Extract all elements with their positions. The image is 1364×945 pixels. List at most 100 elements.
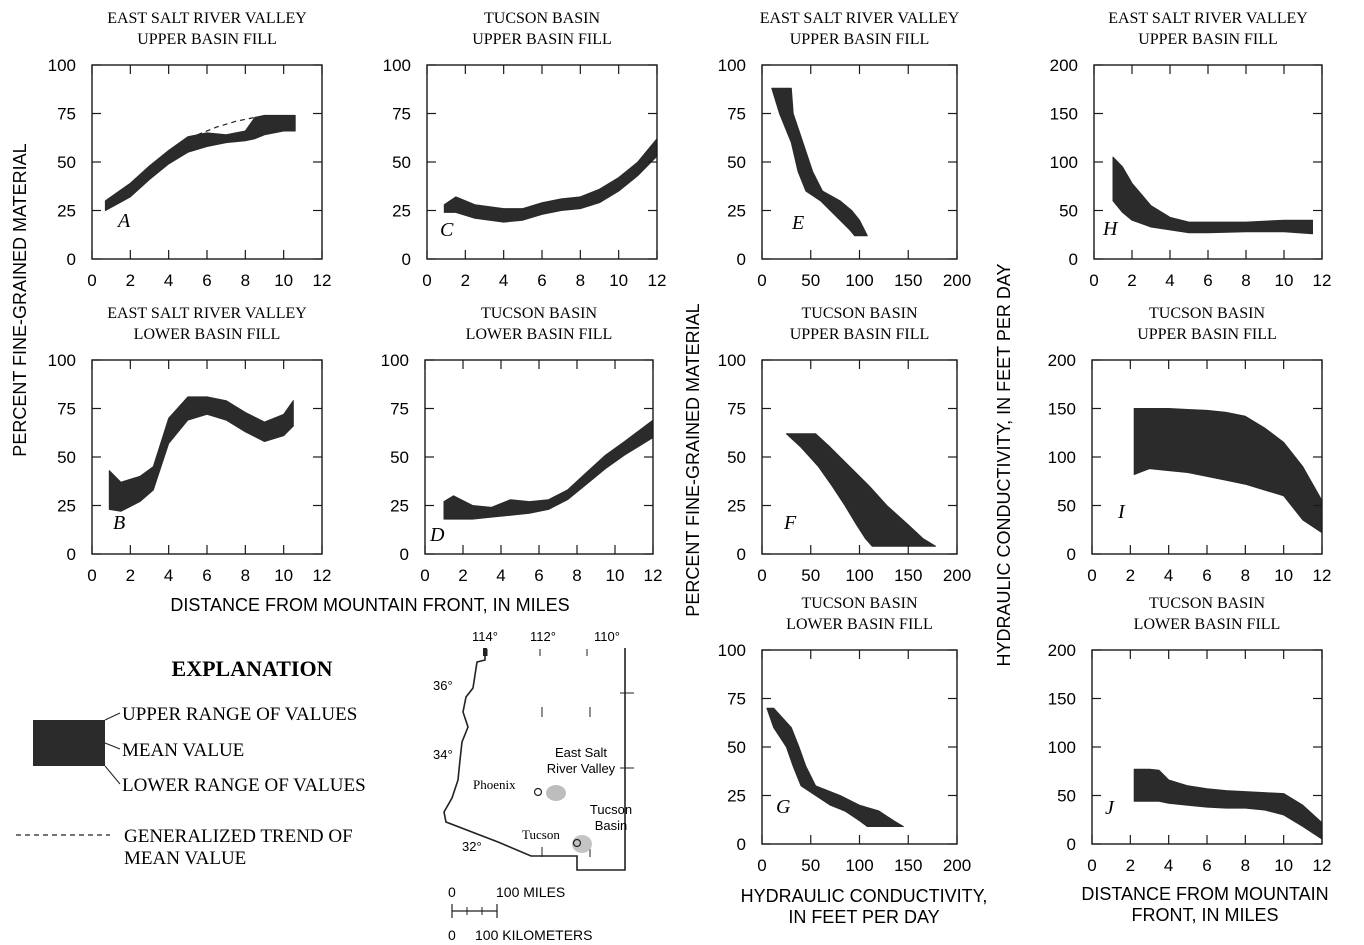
explanation-heading: EXPLANATION (172, 656, 333, 681)
y-tick-label: 0 (400, 545, 409, 564)
range-band (766, 707, 904, 827)
x-tick-label: 2 (458, 566, 467, 585)
panel-title: UPPER BASIN FILL (790, 326, 930, 343)
panel-title: TUCSON BASIN (1149, 595, 1265, 612)
x-tick-label: 6 (537, 271, 546, 290)
panel-letter: J (1105, 797, 1115, 819)
x-tick-label: 0 (1087, 566, 1096, 585)
panel-title: UPPER BASIN FILL (790, 31, 930, 48)
panel-title: LOWER BASIN FILL (466, 326, 613, 343)
x-tick-label: 4 (164, 566, 173, 585)
x-axis-label-distance-right-1: DISTANCE FROM MOUNTAIN (1081, 884, 1328, 904)
x-tick-label: 4 (1164, 566, 1173, 585)
y-tick-label: 100 (1050, 153, 1078, 172)
y-tick-label: 25 (57, 202, 76, 221)
x-tick-label: 6 (202, 271, 211, 290)
panel-title: TUCSON BASIN (1149, 305, 1265, 322)
x-tick-label: 2 (126, 271, 135, 290)
panel-title: UPPER BASIN FILL (137, 31, 277, 48)
x-tick-label: 100 (845, 566, 873, 585)
x-tick-label: 0 (757, 856, 766, 875)
y-tick-label: 50 (727, 448, 746, 467)
y-tick-label: 100 (48, 351, 76, 370)
y-axis-label-right: HYDRAULIC CONDUCTIVITY, IN FEET PER DAY (994, 263, 1014, 666)
x-tick-label: 0 (422, 271, 431, 290)
panel-g: TUCSON BASIN LOWER BASIN FILL 0 50 100 150 200… (718, 595, 972, 875)
panel-title: UPPER BASIN FILL (472, 31, 612, 48)
panel-title: LOWER BASIN FILL (786, 616, 933, 633)
panel-c: TUCSON BASIN UPPER BASIN FILL 0 2 4 6 8 10 12 0 25… (383, 10, 667, 290)
x-tick-label: 2 (1126, 566, 1135, 585)
y-tick-label: 0 (402, 250, 411, 269)
y-tick-label: 0 (67, 545, 76, 564)
y-tick-label: 0 (737, 835, 746, 854)
x-tick-label: 150 (894, 566, 922, 585)
panel-title: EAST SALT RIVER VALLEY (107, 10, 307, 27)
chart-panels: EAST SALT RIVER VALLEY UPPER BASIN FILL 0 2… (48, 10, 1332, 875)
panel-letter: A (116, 210, 131, 232)
y-tick-label: 200 (1050, 56, 1078, 75)
y-tick-label: 50 (1059, 202, 1078, 221)
range-band (1133, 408, 1323, 534)
panel-letter: D (429, 524, 445, 546)
panel-letter: B (113, 512, 125, 534)
legend-trend-label-2: MEAN VALUE (124, 848, 246, 869)
panel-b: EAST SALT RIVER VALLEY LOWER BASIN FILL 0 2… (48, 305, 332, 585)
panel-title: TUCSON BASIN (481, 305, 597, 322)
y-tick-label: 200 (1048, 351, 1076, 370)
panel-title: TUCSON BASIN (801, 595, 917, 612)
x-tick-label: 10 (1274, 856, 1293, 875)
y-tick-label: 25 (727, 202, 746, 221)
y-tick-label: 50 (390, 448, 409, 467)
locator-map: 114° 112° 110° 36° 34° 32° Phoenix Tucso… (433, 629, 634, 943)
x-tick-label: 10 (274, 566, 293, 585)
y-tick-label: 150 (1048, 400, 1076, 419)
plot-frame (91, 359, 323, 555)
x-tick-label: 10 (609, 271, 628, 290)
y-tick-label: 50 (392, 153, 411, 172)
x-tick-label: 0 (757, 566, 766, 585)
y-tick-label: 75 (57, 105, 76, 124)
map-lat-36: 36° (433, 678, 453, 693)
x-tick-label: 0 (757, 271, 766, 290)
x-tick-label: 10 (606, 566, 625, 585)
panel-e: EAST SALT RIVER VALLEY UPPER BASIN FILL 0 5… (718, 10, 972, 290)
map-scale-bar: 0 100 MILES 0 100 KILOMETERS (448, 884, 593, 943)
y-tick-label: 75 (57, 400, 76, 419)
y-tick-label: 75 (727, 105, 746, 124)
panel-title: EAST SALT RIVER VALLEY (1108, 10, 1308, 27)
y-tick-label: 0 (1067, 835, 1076, 854)
panel-title: UPPER BASIN FILL (1138, 31, 1278, 48)
x-tick-label: 12 (313, 271, 332, 290)
range-band (1112, 156, 1313, 235)
panel-title: TUCSON BASIN (801, 305, 917, 322)
esrv-area (546, 785, 566, 801)
x-tick-label: 8 (1241, 566, 1250, 585)
panel-title: TUCSON BASIN (484, 10, 600, 27)
y-tick-label: 25 (390, 497, 409, 516)
map-lat-34: 34° (433, 747, 453, 762)
range-band (108, 396, 294, 512)
range-band (1133, 768, 1323, 840)
map-lon-110: 110° (594, 629, 620, 644)
y-tick-label: 50 (1057, 497, 1076, 516)
range-band (104, 114, 296, 211)
y-tick-label: 0 (737, 250, 746, 269)
tucson-marker (572, 838, 582, 848)
legend-mean-leader (104, 742, 121, 750)
phoenix-marker (533, 787, 543, 797)
y-tick-label: 0 (67, 250, 76, 269)
y-tick-label: 100 (718, 641, 746, 660)
panel-title: EAST SALT RIVER VALLEY (107, 305, 307, 322)
x-axis-label-distance-right-2: FRONT, IN MILES (1131, 905, 1278, 925)
x-axis-label-conductivity-2: IN FEET PER DAY (788, 907, 939, 927)
legend-lower-leader (104, 765, 121, 785)
x-tick-label: 2 (126, 566, 135, 585)
y-tick-label: 100 (381, 351, 409, 370)
range-band (443, 419, 654, 520)
map-phoenix-label: Phoenix (473, 777, 516, 792)
map-lon-112: 112° (530, 629, 556, 644)
explanation: EXPLANATION UPPER RANGE OF VALUES MEAN V… (16, 656, 366, 869)
x-tick-label: 2 (461, 271, 470, 290)
map-tb-label-2: Basin (595, 818, 628, 833)
